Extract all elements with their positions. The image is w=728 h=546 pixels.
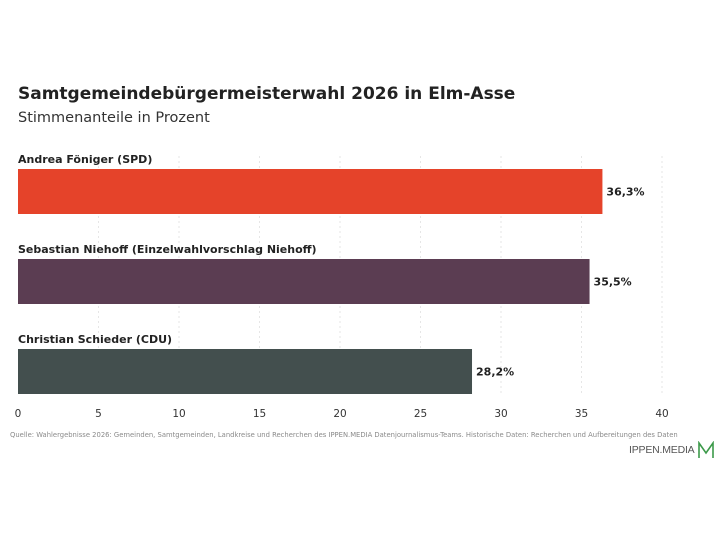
source-note: Quelle: Wahlergebnisse 2026: Gemeinden, … bbox=[10, 431, 678, 439]
bar-value-label: 35,5% bbox=[594, 276, 632, 289]
bar bbox=[18, 169, 603, 214]
x-tick-label: 40 bbox=[655, 408, 668, 420]
x-tick-label: 15 bbox=[253, 408, 266, 420]
labels-layer: Andrea Föniger (SPD) 36,3% Sebastian Nieho… bbox=[18, 153, 645, 379]
bars-layer bbox=[18, 169, 603, 394]
bar-value-label: 28,2% bbox=[476, 366, 514, 379]
publisher-logo: IPPEN.MEDIA bbox=[629, 441, 715, 459]
category-label: Christian Schieder (CDU) bbox=[18, 333, 172, 346]
category-label: Sebastian Niehoff (Einzelwahlvorschlag N… bbox=[18, 243, 317, 256]
x-tick-label: 30 bbox=[494, 408, 507, 420]
category-label: Andrea Föniger (SPD) bbox=[18, 153, 152, 166]
x-tick-label: 0 bbox=[15, 408, 22, 420]
x-tick-label: 10 bbox=[172, 408, 185, 420]
bar-chart: Andrea Föniger (SPD) 36,3% Sebastian Nieho… bbox=[15, 153, 669, 420]
x-tick-label: 5 bbox=[95, 408, 102, 420]
logo-m-icon bbox=[698, 441, 715, 458]
bar-value-label: 36,3% bbox=[606, 186, 644, 199]
x-axis-ticks: 0 5 10 15 20 25 30 35 40 bbox=[15, 408, 669, 420]
chart-subtitle: Stimmenanteile in Prozent bbox=[18, 110, 210, 126]
x-tick-label: 20 bbox=[333, 408, 346, 420]
x-tick-label: 35 bbox=[575, 408, 588, 420]
logo-text: IPPEN.MEDIA bbox=[629, 444, 695, 456]
x-tick-label: 25 bbox=[414, 408, 427, 420]
chart-title: Samtgemeindebürgermeisterwahl 2026 in El… bbox=[18, 84, 516, 104]
bar bbox=[18, 349, 473, 394]
bar bbox=[18, 259, 590, 304]
